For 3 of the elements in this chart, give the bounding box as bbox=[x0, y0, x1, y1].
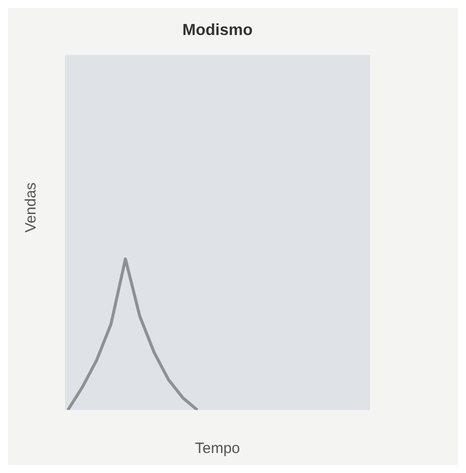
chart-title: Modismo bbox=[181, 22, 254, 40]
x-axis-title: Tempo bbox=[194, 440, 240, 457]
y-axis-title: Vendas bbox=[22, 182, 40, 232]
